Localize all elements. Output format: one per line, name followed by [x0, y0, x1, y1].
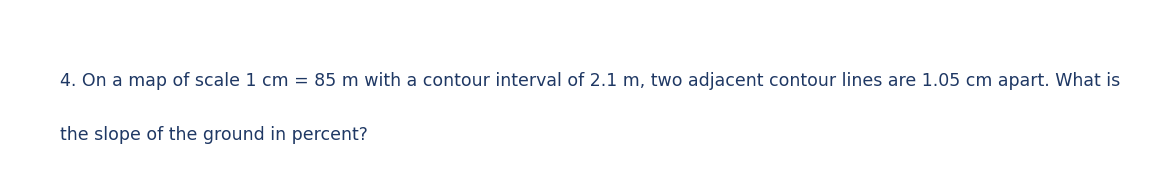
Text: the slope of the ground in percent?: the slope of the ground in percent?: [60, 126, 369, 144]
Text: 4. On a map of scale 1 cm = 85 m with a contour interval of 2.1 m, two adjacent : 4. On a map of scale 1 cm = 85 m with a …: [60, 72, 1121, 90]
